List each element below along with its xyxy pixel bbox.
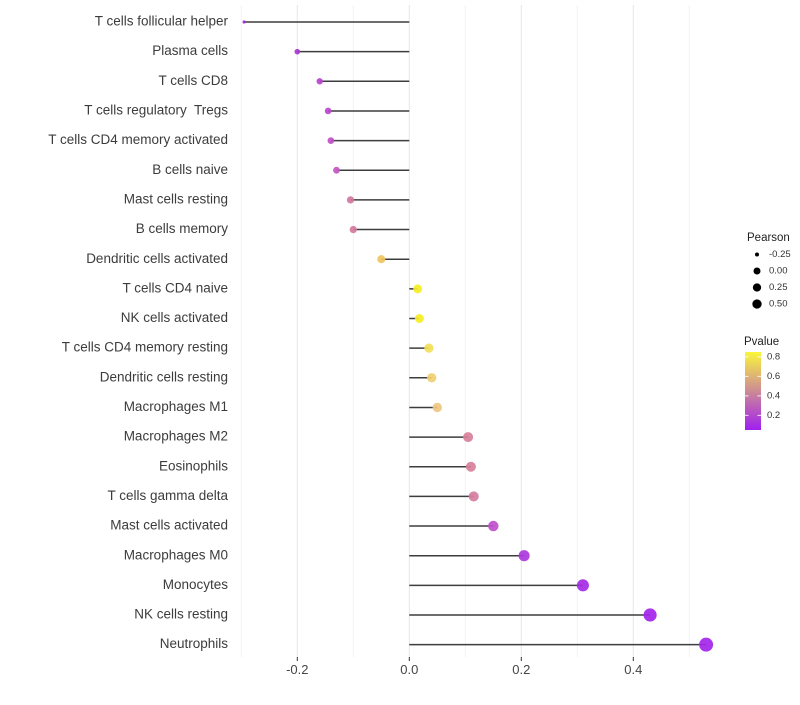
y-axis-label: B cells naive	[152, 162, 228, 177]
y-axis-label: T cells gamma delta	[107, 488, 228, 503]
y-axis-label: NK cells activated	[121, 310, 228, 325]
y-axis-label: Dendritic cells activated	[86, 251, 228, 266]
color-legend-gradient-bar	[745, 352, 761, 430]
y-axis-label: Macrophages M1	[124, 399, 228, 414]
y-axis-label: Mast cells activated	[110, 518, 228, 533]
y-axis-label: T cells follicular helper	[95, 14, 229, 29]
data-point	[576, 579, 589, 592]
color-legend-label: 0.4	[767, 390, 780, 401]
x-axis-tick-label: 0.0	[400, 662, 418, 677]
x-axis-tick-label: -0.2	[286, 662, 308, 677]
size-legend-label: 0.00	[769, 266, 788, 277]
data-point	[427, 373, 437, 383]
color-legend-label: 0.8	[767, 351, 780, 362]
y-axis-label: Monocytes	[163, 577, 229, 592]
data-point	[518, 550, 530, 562]
data-point	[643, 608, 657, 622]
size-legend-dot	[753, 267, 761, 275]
data-point	[294, 48, 301, 55]
data-point	[327, 137, 335, 144]
y-axis-label: Mast cells resting	[124, 191, 228, 206]
data-point	[465, 461, 476, 472]
y-axis-label: T cells CD4 memory resting	[62, 340, 228, 355]
size-legend-dot	[752, 283, 762, 292]
data-point	[242, 20, 246, 24]
data-point	[463, 432, 474, 443]
data-point	[316, 78, 323, 85]
y-axis-label: Dendritic cells resting	[100, 369, 228, 384]
data-point	[346, 196, 355, 204]
data-point	[468, 491, 479, 502]
x-axis-tick-label: 0.4	[624, 662, 642, 677]
data-point	[349, 225, 357, 234]
y-axis-label: T cells CD4 memory activated	[48, 132, 228, 147]
data-point	[699, 637, 714, 652]
size-legend-label: 0.50	[769, 299, 788, 310]
x-axis-tick-label: 0.2	[512, 662, 530, 677]
data-point	[424, 343, 434, 353]
size-legend-label: 0.25	[769, 282, 788, 293]
data-point	[324, 107, 332, 115]
y-axis-label: B cells memory	[136, 221, 229, 236]
data-point	[414, 314, 424, 323]
y-axis-label: Macrophages M2	[124, 429, 228, 444]
data-point	[377, 255, 386, 264]
y-axis-label: T cells regulatory Tregs	[84, 103, 228, 118]
data-point	[432, 402, 442, 413]
y-axis-label: Neutrophils	[160, 636, 229, 651]
color-legend-title: Pvalue	[744, 336, 779, 348]
size-legend-title: Pearson	[747, 232, 790, 244]
y-axis-label: Eosinophils	[159, 458, 228, 473]
y-axis-label: NK cells resting	[134, 607, 228, 622]
size-legend-dot	[755, 252, 759, 257]
size-legend-label: -0.25	[769, 249, 791, 260]
data-point	[333, 166, 340, 174]
color-legend-label: 0.6	[767, 371, 780, 382]
y-axis-label: T cells CD4 naive	[122, 280, 228, 295]
size-legend-dot	[752, 299, 762, 309]
y-axis-label: Plasma cells	[152, 43, 228, 58]
data-point	[413, 284, 423, 294]
data-point	[488, 520, 499, 532]
y-axis-label: T cells CD8	[158, 73, 228, 88]
y-axis-label: Macrophages M0	[124, 547, 228, 562]
color-legend-label: 0.2	[767, 410, 780, 421]
